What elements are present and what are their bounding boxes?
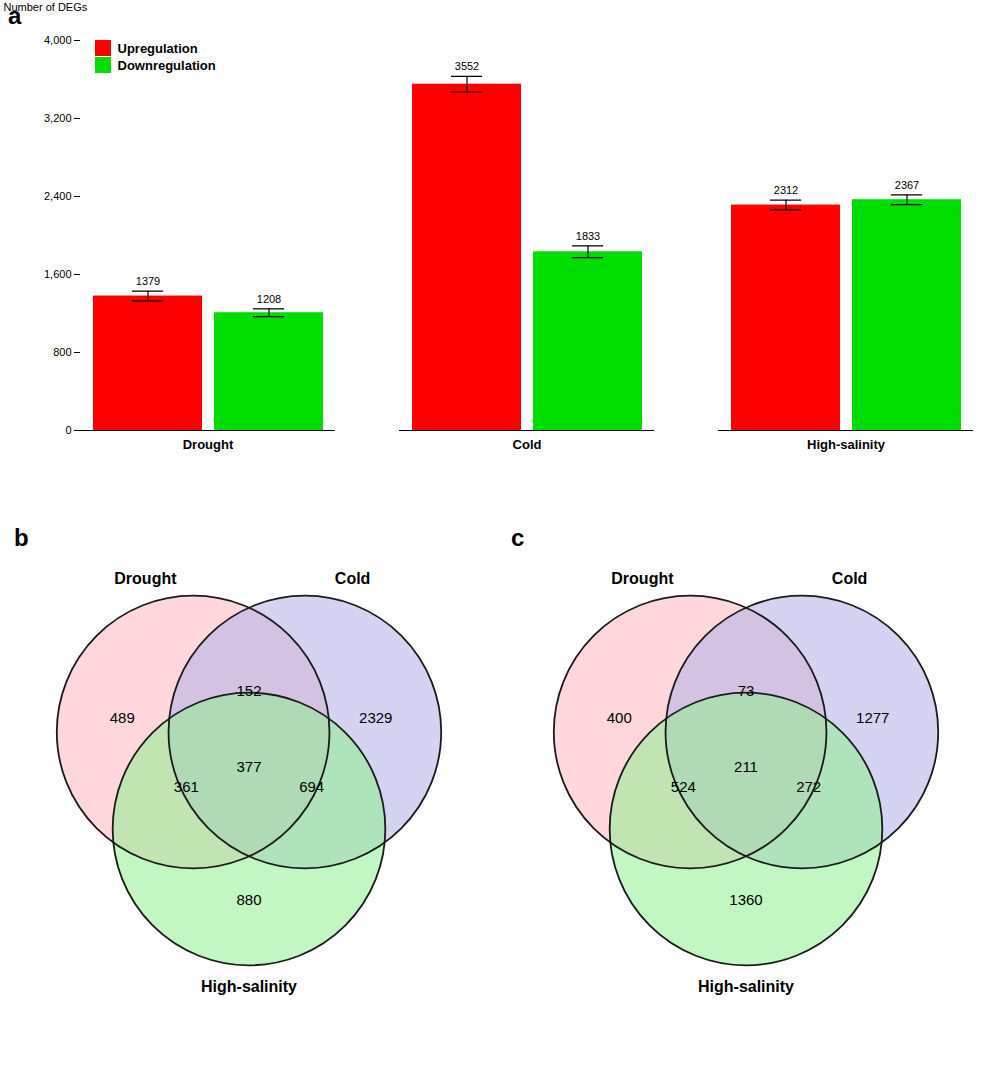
svg-text:211: 211	[734, 758, 758, 775]
svg-text:1277: 1277	[856, 709, 889, 726]
svg-text:880: 880	[236, 891, 261, 908]
svg-text:73: 73	[738, 682, 755, 699]
svg-text:Cold: Cold	[335, 570, 371, 587]
svg-text:2329: 2329	[359, 709, 392, 726]
svg-text:Cold: Cold	[832, 570, 868, 587]
svg-text:694: 694	[299, 778, 324, 795]
svg-text:524: 524	[671, 778, 696, 795]
svg-text:Drought: Drought	[183, 437, 234, 452]
svg-text:1,600: 1,600	[44, 268, 72, 280]
svg-text:High-salinity: High-salinity	[201, 978, 297, 995]
svg-text:Drought: Drought	[114, 570, 177, 587]
svg-text:152: 152	[236, 682, 261, 699]
svg-text:361: 361	[174, 778, 199, 795]
svg-text:1833: 1833	[576, 230, 600, 242]
svg-text:High-salinity: High-salinity	[807, 437, 886, 452]
svg-text:4,000: 4,000	[44, 34, 72, 46]
svg-text:1360: 1360	[729, 891, 762, 908]
svg-text:800: 800	[53, 346, 71, 358]
svg-text:2,400: 2,400	[44, 190, 72, 202]
svg-text:Cold: Cold	[513, 437, 542, 452]
svg-text:1208: 1208	[257, 293, 281, 305]
svg-text:High-salinity: High-salinity	[698, 978, 794, 995]
svg-text:489: 489	[110, 709, 135, 726]
svg-text:272: 272	[796, 778, 821, 795]
svg-text:3,200: 3,200	[44, 112, 72, 124]
svg-text:0: 0	[65, 424, 71, 436]
svg-text:Drought: Drought	[611, 570, 674, 587]
svg-text:377: 377	[236, 758, 261, 775]
svg-text:2367: 2367	[895, 179, 919, 191]
svg-text:400: 400	[607, 709, 632, 726]
svg-text:1379: 1379	[136, 275, 160, 287]
svg-text:2312: 2312	[774, 184, 798, 196]
svg-text:3552: 3552	[455, 60, 479, 72]
